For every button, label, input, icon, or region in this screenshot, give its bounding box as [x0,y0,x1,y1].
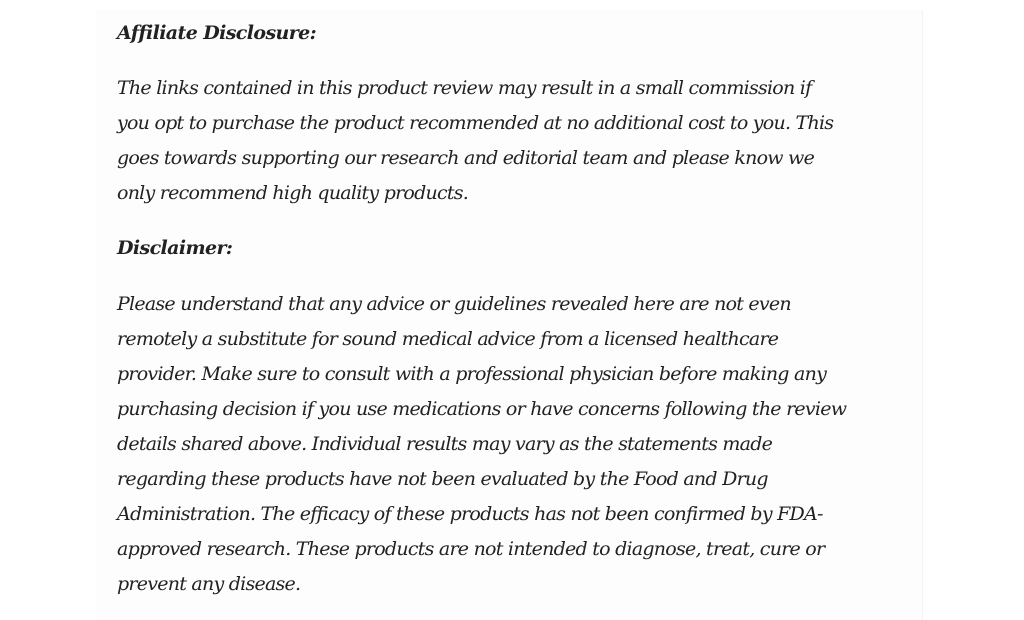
disclaimer-paragraph: Please understand that any advice or gui… [117,287,847,602]
affiliate-paragraph: The links contained in this product revi… [117,71,834,211]
text-line: Please understand that any advice or gui… [117,293,792,315]
content-box [96,10,923,620]
text-line: prevent any disease. [117,573,301,595]
affiliate-heading: Affiliate Disclosure: [117,22,317,44]
text-line: purchasing decision if you use medicatio… [117,398,847,420]
text-line: regarding these products have not been e… [117,468,769,490]
text-line: provider. Make sure to consult with a pr… [117,363,827,385]
disclaimer-heading: Disclaimer: [117,237,233,259]
text-line: goes towards supporting our research and… [117,147,815,169]
text-line: only recommend high quality products. [117,182,469,204]
text-line: details shared above. Individual results… [117,433,773,455]
text-line: The links contained in this product revi… [117,77,812,99]
text-line: approved research. These products are no… [117,538,825,560]
text-line: you opt to purchase the product recommen… [117,112,834,134]
text-line: remotely a substitute for sound medical … [117,328,779,350]
text-line: Administration. The efficacy of these pr… [117,503,823,525]
